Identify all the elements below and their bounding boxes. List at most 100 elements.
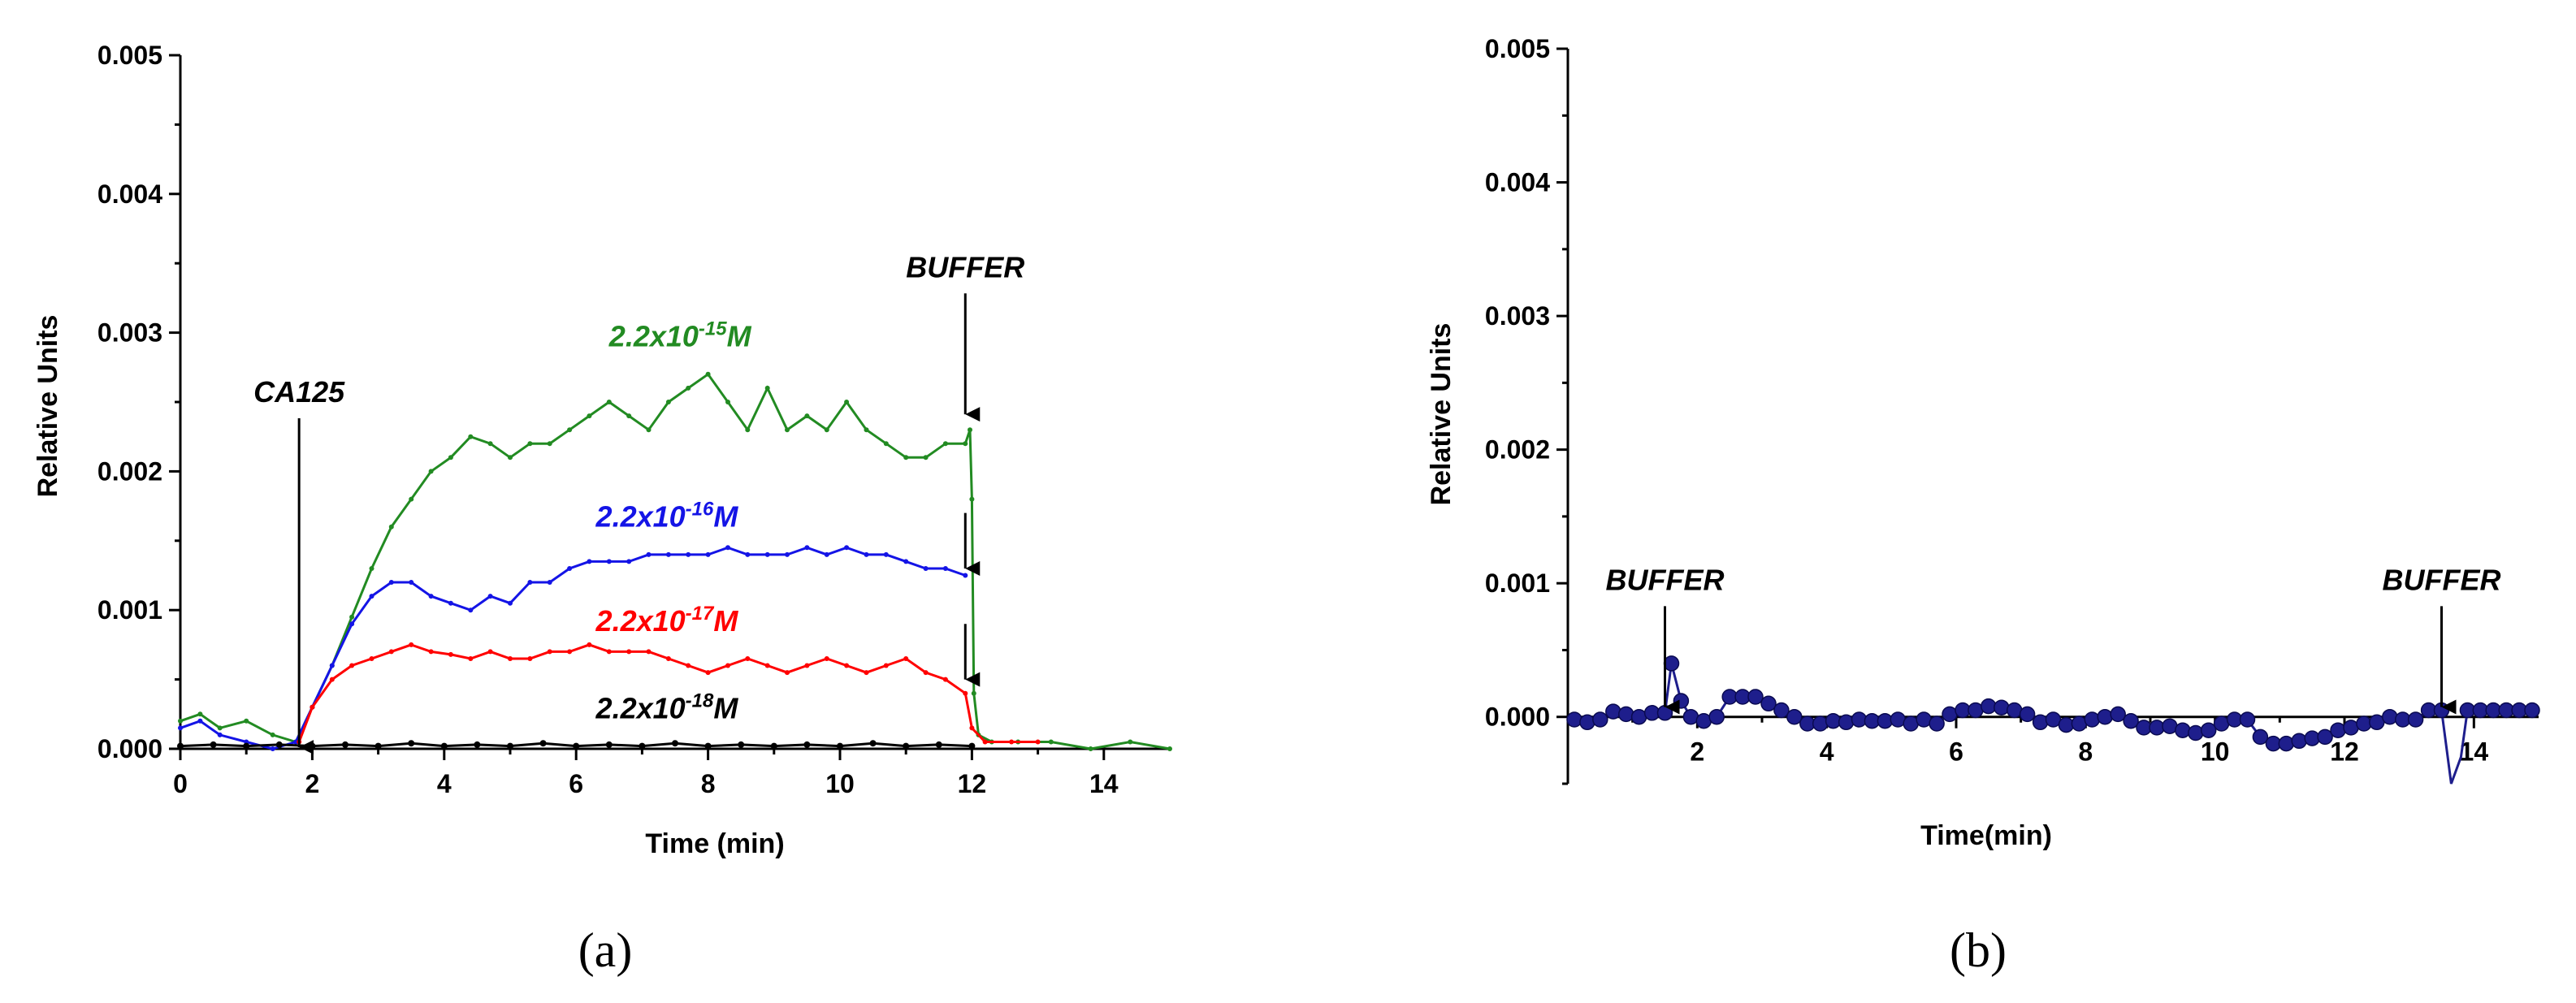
panel-b-y-tick-label: 0.004: [1485, 168, 1550, 197]
data-point: [587, 413, 592, 419]
data-point: [837, 742, 843, 750]
panel-a-y-tick-label: 0.003: [97, 318, 162, 348]
data-point: [1838, 714, 1855, 731]
data-point: [349, 614, 355, 620]
data-point: [507, 742, 513, 750]
data-point: [2278, 735, 2295, 752]
panel-a-x-tick-label: 10: [825, 769, 855, 798]
data-point: [487, 441, 493, 447]
data-point: [1708, 708, 1725, 725]
data-point: [923, 670, 929, 676]
data-point: [539, 740, 547, 747]
panel-a-x-tick-label: 2: [305, 769, 320, 798]
data-point: [2382, 708, 2398, 725]
data-point: [844, 663, 850, 668]
data-point: [1035, 739, 1041, 745]
data-point: [626, 413, 632, 419]
data-point: [468, 434, 474, 439]
panel-b-y-tick-label: 0.002: [1485, 435, 1550, 465]
data-point: [2188, 724, 2204, 741]
data-point: [770, 742, 777, 750]
data-point: [1903, 716, 1919, 732]
data-point: [567, 649, 573, 655]
data-point: [1656, 705, 1673, 721]
data-point: [665, 400, 671, 404]
data-point: [428, 594, 434, 599]
data-point: [969, 725, 975, 731]
data-point: [388, 580, 394, 585]
data-point: [1048, 739, 1054, 745]
data-point: [2097, 708, 2113, 725]
data-point: [686, 663, 691, 668]
data-point: [785, 427, 790, 433]
data-point: [342, 741, 349, 748]
data-point: [626, 649, 632, 655]
panel-a-annotation-label: CA125: [253, 375, 345, 409]
data-point: [178, 718, 183, 724]
data-point: [468, 656, 474, 661]
data-point: [639, 742, 646, 750]
data-point: [764, 551, 770, 557]
data-point: [2239, 711, 2256, 728]
panel-b-x-tick-label: 6: [1949, 737, 1963, 767]
data-point: [725, 545, 730, 551]
data-point: [705, 371, 711, 377]
data-point: [745, 551, 751, 557]
data-point: [270, 732, 275, 737]
data-point: [310, 704, 315, 710]
data-point: [785, 551, 790, 557]
panel-a-y-tick-label: 0.001: [97, 595, 162, 625]
data-point: [270, 746, 275, 751]
data-point: [1579, 714, 1595, 731]
data-point: [606, 559, 612, 564]
data-point: [2407, 711, 2424, 728]
data-point: [2058, 716, 2075, 733]
data-point: [982, 739, 988, 745]
panel-a-x-tick-label: 14: [1089, 769, 1119, 798]
data-point: [369, 656, 374, 661]
panel-b-annotation-label: BUFFER: [2383, 563, 2501, 596]
data-point: [217, 732, 223, 737]
data-point: [1630, 708, 1647, 725]
data-point: [1167, 746, 1172, 751]
data-point: [704, 742, 712, 750]
data-point: [1747, 689, 1764, 705]
panel-a: 0.000 0.001 0.002 0.003 0.004 0.005 0 2 4 6 8 10 12 1…: [32, 41, 1172, 977]
data-point: [935, 741, 942, 748]
data-point: [903, 455, 909, 460]
data-point: [508, 600, 513, 606]
data-point: [527, 580, 533, 585]
panel-b-x-tick-label: 8: [2078, 737, 2093, 767]
data-point: [963, 690, 968, 696]
data-point: [883, 551, 889, 557]
data-point: [178, 725, 183, 731]
data-point: [2084, 711, 2101, 728]
data-point: [468, 607, 474, 613]
data-point: [409, 642, 414, 647]
data-point: [448, 600, 453, 606]
data-point: [547, 649, 552, 655]
data-point: [864, 670, 869, 676]
panel-a-x-tick-label: 0: [173, 769, 188, 798]
data-point: [1605, 703, 1621, 720]
data-point: [963, 573, 968, 578]
data-point: [903, 559, 909, 564]
data-point: [2317, 728, 2333, 746]
data-point: [764, 663, 770, 668]
data-point: [329, 663, 335, 668]
data-point: [2213, 716, 2230, 732]
panel-b-annotations: BUFFER BUFFER: [1606, 563, 2501, 715]
data-point: [1088, 746, 1093, 751]
panel-a-x-tick-label: 8: [701, 769, 716, 798]
series-line: [180, 546, 966, 750]
data-point: [665, 656, 671, 661]
panel-a-y-tick-label: 0.004: [97, 179, 162, 209]
panel-b-x-tick-label: 12: [2330, 737, 2359, 767]
panel-b-x-tick-label: 2: [1690, 737, 1704, 767]
data-point: [665, 551, 671, 557]
data-point: [686, 551, 691, 557]
data-point: [824, 427, 829, 433]
data-point: [1009, 739, 1015, 745]
data-point: [2330, 722, 2346, 738]
